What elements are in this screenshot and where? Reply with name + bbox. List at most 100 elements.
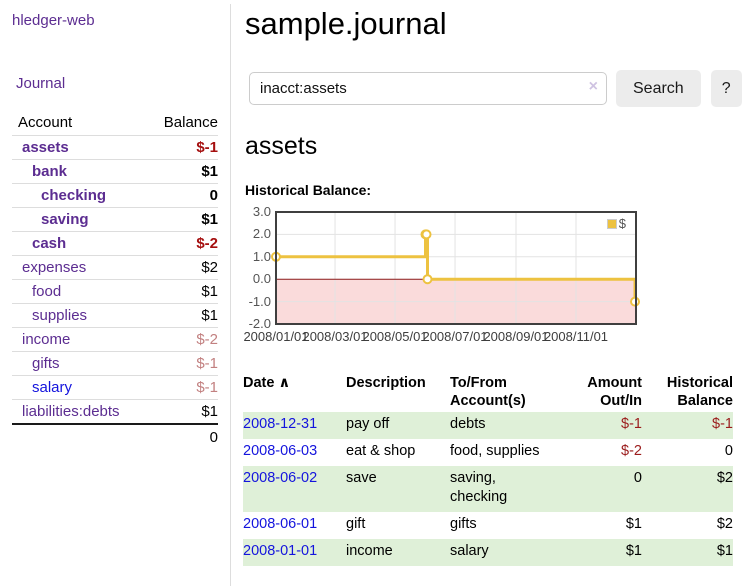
sidebar-account-link[interactable]: saving xyxy=(41,211,89,228)
sidebar-account-balance: $1 xyxy=(148,159,218,184)
balance-column-header-register: Historical Balance xyxy=(666,375,733,409)
transaction-date-link[interactable]: 2008-01-01 xyxy=(243,543,318,559)
sidebar-account-balance: $2 xyxy=(148,255,218,280)
account-column-header: Account xyxy=(18,114,73,131)
x-axis-tick-label: 2008/07/01 xyxy=(422,329,488,344)
transaction-amount: $1 xyxy=(625,543,642,559)
sidebar-account-row: supplies $1 xyxy=(12,303,218,328)
app-brand-link[interactable]: hledger-web xyxy=(12,12,95,29)
register-row: 2008-06-03 eat & shop food, supplies $-2 0 xyxy=(243,439,733,466)
sidebar-account-balance: $-1 xyxy=(148,351,218,376)
sidebar-account-link[interactable]: salary xyxy=(32,379,73,396)
register-row: 2008-06-01 gift gifts $1 $2 xyxy=(243,512,733,539)
sidebar-account-balance: $1 xyxy=(148,207,218,232)
transaction-date-link[interactable]: 2008-06-01 xyxy=(243,516,318,532)
chart-legend: $ xyxy=(276,215,628,232)
register-table: Date ∧ Description To/From Account(s) Am… xyxy=(243,372,733,566)
account-page-title: assets xyxy=(245,132,318,160)
transaction-balance: $1 xyxy=(716,543,733,559)
search-box: × xyxy=(249,72,607,105)
x-axis-tick-label: 2008/11/01 xyxy=(543,329,609,344)
balance-column-header: Balance xyxy=(163,114,218,131)
sidebar-account-row: saving $1 xyxy=(12,207,218,232)
transaction-amount: $-1 xyxy=(621,416,642,432)
sidebar-account-link[interactable]: gifts xyxy=(32,355,60,372)
x-axis-tick-label: 2008/05/01 xyxy=(362,329,428,344)
sidebar-account-link[interactable]: expenses xyxy=(22,259,87,276)
transaction-accounts: gifts xyxy=(450,516,477,532)
transaction-balance: $2 xyxy=(716,470,733,486)
transaction-amount: 0 xyxy=(633,470,642,486)
transaction-description: save xyxy=(346,470,377,486)
main-content: sample.journal × Search ? assets Histori… xyxy=(231,4,742,566)
y-axis-tick-label: 3.0 xyxy=(252,204,271,219)
sidebar-account-row: liabilities:debts $1 xyxy=(12,399,218,424)
y-axis-tick-label: 0.0 xyxy=(252,271,271,287)
transaction-accounts: salary xyxy=(450,543,489,559)
transaction-amount: $-2 xyxy=(621,443,642,459)
sidebar-total-balance: 0 xyxy=(148,423,218,450)
transaction-balance: $2 xyxy=(716,516,733,532)
sidebar-account-link[interactable]: liabilities:debts xyxy=(22,403,120,420)
sidebar-account-link[interactable]: bank xyxy=(32,163,68,180)
date-column-header[interactable]: Date ∧ xyxy=(243,372,346,412)
transaction-date-link[interactable]: 2008-06-02 xyxy=(243,470,318,486)
sidebar-account-row: gifts $-1 xyxy=(12,351,218,376)
search-form: × Search ? xyxy=(243,70,742,107)
data-point-marker xyxy=(422,274,433,285)
transaction-description: pay off xyxy=(346,416,390,432)
sidebar-account-balance: $-1 xyxy=(148,135,218,160)
sidebar-total-row: 0 xyxy=(12,423,218,450)
y-axis-tick-label: -2.0 xyxy=(248,316,271,331)
page-title: sample.journal xyxy=(245,6,447,41)
transaction-description: gift xyxy=(346,516,366,532)
transaction-balance: 0 xyxy=(724,443,733,459)
sidebar-account-link[interactable]: income xyxy=(22,331,71,348)
transaction-accounts: food, supplies xyxy=(450,443,540,459)
x-axis-tick-label: 2008/09/01 xyxy=(483,329,549,344)
sidebar-account-row: income $-2 xyxy=(12,327,218,352)
sidebar-account-link[interactable]: assets xyxy=(22,139,69,156)
sort-ascending-icon: ∧ xyxy=(278,375,291,391)
sidebar-account-row: bank $1 xyxy=(12,159,218,184)
transaction-date-link[interactable]: 2008-06-03 xyxy=(243,443,318,459)
transaction-accounts: debts xyxy=(450,416,486,432)
transaction-balance: $-1 xyxy=(712,416,733,432)
search-button[interactable]: Search xyxy=(616,70,701,107)
sidebar-account-row: food $1 xyxy=(12,279,218,304)
sidebar-account-row: checking 0 xyxy=(12,183,218,208)
sidebar-account-balance: $-1 xyxy=(148,375,218,400)
sidebar-item-journal[interactable]: Journal xyxy=(16,75,66,92)
x-axis-tick-label: 2008/03/01 xyxy=(302,329,368,344)
y-axis-tick-label: -1.0 xyxy=(248,293,271,309)
clear-search-icon[interactable]: × xyxy=(588,78,598,95)
balance-chart-plot[interactable] xyxy=(271,211,640,325)
register-row: 2008-06-02 save saving, checking 0 $2 xyxy=(243,466,733,512)
amount-column-header: Amount Out/In xyxy=(587,375,642,409)
sidebar-account-row: salary $-1 xyxy=(12,375,218,400)
sidebar-account-link[interactable]: supplies xyxy=(32,307,88,324)
sidebar: hledger-web Journal Account Balance asse… xyxy=(0,4,231,586)
date-column-label: Date xyxy=(243,375,275,391)
sidebar-account-link[interactable]: food xyxy=(32,283,62,300)
transaction-description: eat & shop xyxy=(346,443,416,459)
historical-balance-chart: 3.0 2.0 1.0 0.0 -1.0 -2.0 2008/01/01 2008/03/01… xyxy=(243,204,723,348)
sidebar-account-balance: $-2 xyxy=(148,327,218,352)
chart-heading: Historical Balance: xyxy=(245,182,372,198)
sidebar-account-balance: $1 xyxy=(148,279,218,304)
sidebar-account-balance: $1 xyxy=(148,303,218,328)
register-row: 2008-12-31 pay off debts $-1 $-1 xyxy=(243,412,733,439)
transaction-description: income xyxy=(346,543,393,559)
account-balance-table: Account Balance assets $-1 bank $1 checking 0… xyxy=(12,111,218,450)
transaction-date-link[interactable]: 2008-12-31 xyxy=(243,416,318,432)
sidebar-account-link[interactable]: checking xyxy=(41,187,107,204)
search-input[interactable] xyxy=(249,72,607,105)
legend-series-label: $ xyxy=(618,216,626,231)
transaction-accounts: saving, checking xyxy=(450,470,508,505)
transaction-amount: $1 xyxy=(625,516,642,532)
register-row: 2008-01-01 income salary $1 $1 xyxy=(243,539,733,566)
help-button[interactable]: ? xyxy=(710,70,742,107)
x-axis-tick-label: 2008/01/01 xyxy=(243,329,309,344)
sidebar-account-link[interactable]: cash xyxy=(32,235,67,252)
description-column-header: Description xyxy=(346,375,426,391)
